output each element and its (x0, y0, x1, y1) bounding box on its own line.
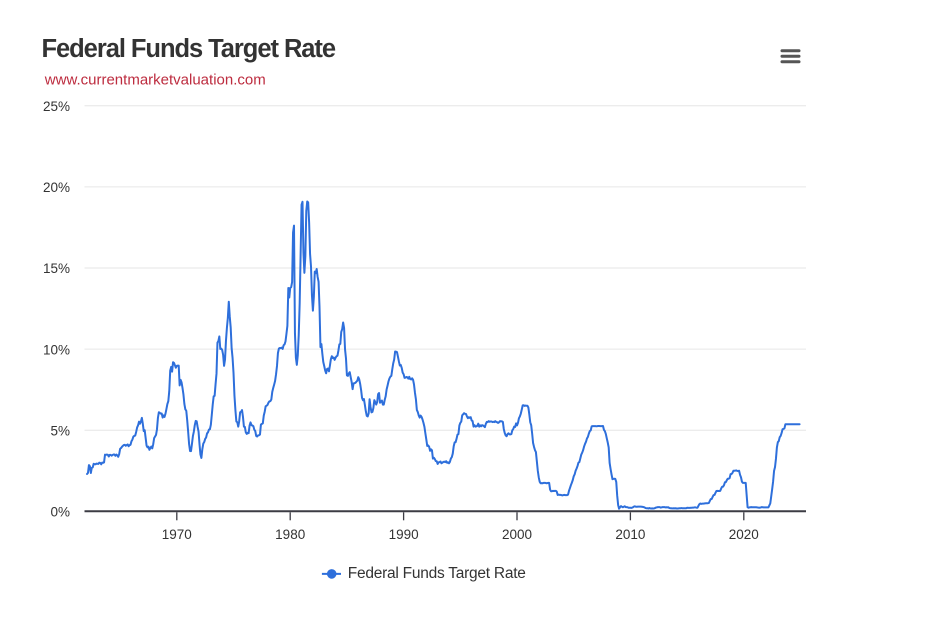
svg-text:1990: 1990 (389, 527, 419, 542)
svg-text:2010: 2010 (615, 527, 645, 542)
svg-text:Federal Funds Target Rate: Federal Funds Target Rate (348, 565, 526, 582)
svg-text:www.currentmarketvaluation.com: www.currentmarketvaluation.com (44, 72, 266, 89)
svg-text:15%: 15% (43, 261, 70, 276)
svg-text:Federal Funds Target Rate: Federal Funds Target Rate (42, 35, 336, 63)
svg-text:2000: 2000 (502, 527, 532, 542)
svg-text:5%: 5% (50, 423, 70, 438)
svg-text:10%: 10% (43, 342, 70, 357)
svg-text:20%: 20% (43, 180, 70, 195)
svg-text:2020: 2020 (729, 527, 759, 542)
svg-text:0%: 0% (50, 505, 70, 520)
svg-text:1980: 1980 (275, 527, 305, 542)
svg-text:1970: 1970 (162, 527, 192, 542)
svg-text:25%: 25% (43, 99, 70, 114)
